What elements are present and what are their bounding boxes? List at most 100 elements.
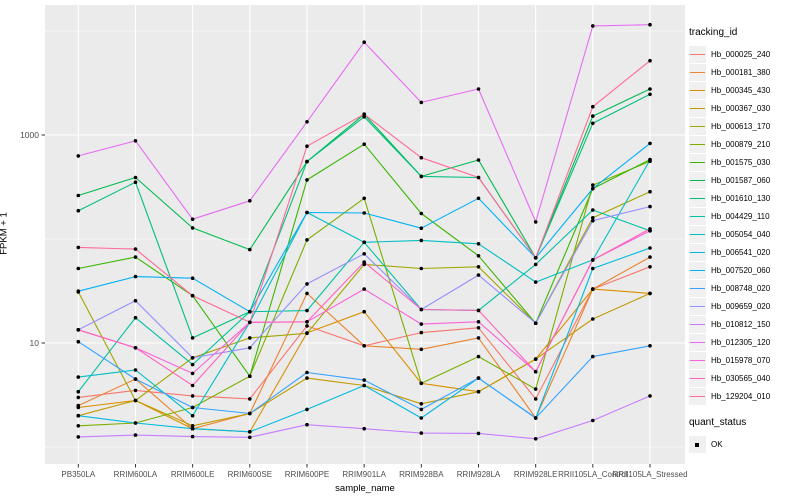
data-point — [648, 291, 652, 296]
legend-label: Hb_007520_060 — [711, 265, 771, 275]
legend-item-Hb_008748_020: Hb_008748_020 — [689, 279, 799, 297]
data-point — [419, 211, 424, 216]
legend-key — [689, 153, 706, 171]
legend-item-Hb_004429_110: Hb_004429_110 — [689, 207, 799, 225]
data-point — [76, 266, 81, 271]
legend-line-swatch — [690, 143, 705, 145]
data-point — [591, 121, 595, 126]
legend-item-Hb_001587_060: Hb_001587_060 — [689, 171, 799, 189]
legend-line-swatch — [690, 53, 705, 55]
data-point — [190, 336, 195, 340]
data-point — [648, 87, 652, 91]
data-point — [648, 158, 652, 162]
legend-key — [689, 225, 706, 243]
data-point — [648, 141, 652, 146]
legend-item-Hb_000879_210: Hb_000879_210 — [689, 135, 799, 153]
data-point — [190, 362, 195, 367]
data-point — [476, 242, 481, 246]
data-point — [305, 376, 309, 380]
data-point — [362, 287, 367, 291]
data-point — [362, 252, 367, 256]
data-point — [591, 104, 595, 109]
data-point — [648, 227, 652, 231]
legend-label: Hb_000367_030 — [711, 103, 771, 113]
data-point — [76, 413, 81, 418]
data-point — [190, 383, 195, 388]
data-point — [591, 354, 595, 359]
x-tick-label: RRIM600LA — [114, 470, 158, 479]
data-point — [419, 322, 424, 326]
data-point — [419, 307, 424, 312]
legend-key — [689, 243, 706, 261]
data-point — [533, 255, 538, 260]
legend-key — [689, 189, 706, 207]
legend-label: Hb_006541_020 — [711, 247, 771, 257]
legend-key — [689, 387, 706, 405]
data-point — [648, 189, 652, 194]
x-tick-label: PB350LA — [61, 470, 95, 479]
legend-label: Hb_129204_010 — [711, 391, 771, 401]
data-point — [305, 291, 309, 296]
data-point — [133, 388, 138, 393]
data-point — [533, 321, 538, 326]
data-point — [248, 309, 252, 314]
x-tick-label: RRIM600PE — [285, 470, 329, 479]
legend-line-swatch — [690, 251, 705, 253]
data-point — [419, 402, 424, 406]
data-point — [362, 378, 367, 382]
legend-label: Hb_000879_210 — [711, 139, 771, 149]
legend-line-swatch — [690, 395, 705, 397]
data-point — [476, 175, 481, 180]
data-point — [648, 22, 652, 27]
legend-title-tracking-id: tracking_id — [689, 27, 738, 38]
data-point — [476, 336, 481, 340]
legend-label: Hb_001587_060 — [711, 175, 771, 185]
data-point — [419, 381, 424, 386]
data-point — [248, 346, 252, 350]
legend-label: Hb_000181_380 — [711, 67, 771, 77]
x-tick-label: RRIM928BA — [399, 470, 444, 479]
legend-label: Hb_008748_020 — [711, 283, 771, 293]
legend-item-Hb_000025_240: Hb_000025_240 — [689, 45, 799, 63]
data-point — [305, 159, 309, 164]
data-point — [476, 389, 481, 394]
data-point — [591, 208, 595, 212]
data-point — [248, 199, 252, 203]
x-tick-label: RRII105LA_Control — [558, 470, 628, 479]
data-point — [419, 174, 424, 179]
legend-title-quant-status: quant_status — [689, 417, 747, 428]
data-point — [419, 330, 424, 335]
legend-label: Hb_015978_070 — [711, 355, 771, 365]
legend-label: Hb_004429_110 — [711, 211, 770, 221]
data-point — [305, 320, 309, 324]
legend-label: Hb_000345_430 — [711, 85, 771, 95]
legend-line-swatch — [690, 287, 705, 289]
data-point — [133, 368, 138, 372]
data-point — [305, 282, 309, 286]
legend-label: Hb_000025_240 — [711, 49, 771, 59]
legend-item-Hb_009659_020: Hb_009659_020 — [689, 297, 799, 315]
data-point — [248, 247, 252, 252]
data-point — [476, 308, 481, 313]
legend-item-Hb_007520_060: Hb_007520_060 — [689, 261, 799, 279]
data-point — [362, 344, 367, 348]
data-point — [305, 210, 309, 215]
data-point — [190, 293, 195, 298]
legend-label: Hb_001610_130 — [711, 193, 771, 203]
data-point — [476, 354, 481, 359]
data-point — [248, 411, 252, 416]
data-point — [476, 326, 481, 330]
data-point — [76, 435, 81, 439]
data-point — [190, 276, 195, 281]
data-points — [76, 22, 652, 441]
data-point — [476, 196, 481, 201]
legend-key — [689, 81, 706, 99]
data-point — [76, 375, 81, 379]
data-point — [533, 437, 538, 441]
legend-item-Hb_012305_120: Hb_012305_120 — [689, 333, 799, 351]
legend-key — [689, 63, 706, 81]
data-point — [419, 407, 424, 412]
legend-item-Hb_129204_010: Hb_129204_010 — [689, 387, 799, 405]
data-point — [133, 255, 138, 259]
data-point — [476, 376, 481, 380]
